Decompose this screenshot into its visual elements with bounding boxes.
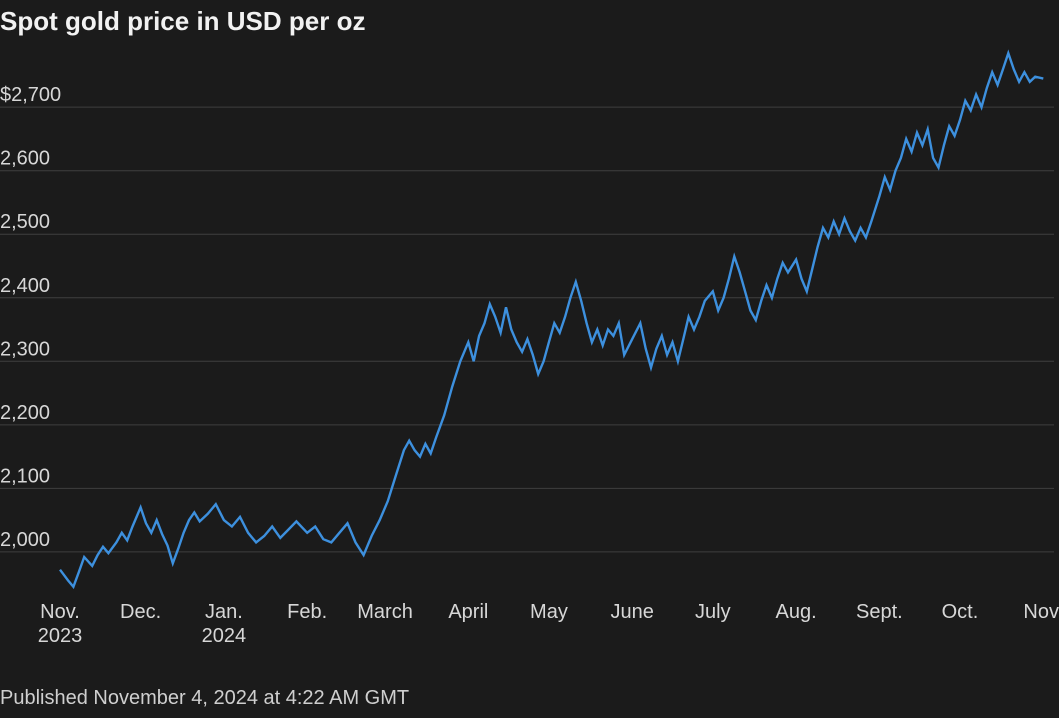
y-axis-label: 2,600	[0, 148, 50, 170]
x-axis-label: March	[357, 601, 413, 623]
chart-title: Spot gold price in USD per oz	[0, 0, 1059, 37]
y-axis-label: 2,100	[0, 465, 50, 487]
x-axis-label: Aug.	[776, 601, 817, 623]
published-timestamp: Published November 4, 2024 at 4:22 AM GM…	[0, 687, 409, 710]
x-axis-label: Feb.	[287, 601, 327, 623]
x-axis-label: June	[611, 601, 654, 623]
y-axis-label: 2,400	[0, 275, 50, 297]
y-axis-label: $2,700	[0, 84, 61, 106]
x-axis-sublabel: 2024	[202, 625, 247, 647]
line-chart: 2,000 2,100 2,200 2,300 2,400 2,500 2,600 $2,70…	[0, 40, 1059, 650]
chart-area: 2,000 2,100 2,200 2,300 2,400 2,500 2,600 $2,70…	[0, 40, 1059, 650]
x-axis-label: Nov.	[1023, 601, 1059, 623]
x-axis-label: May	[530, 601, 568, 623]
y-axis-label: 2,300	[0, 338, 50, 360]
y-axis-label: 2,000	[0, 529, 50, 551]
x-axis-label: Jan.	[205, 601, 243, 623]
x-axis-label: April	[448, 601, 488, 623]
x-axis-label: Sept.	[856, 601, 903, 623]
y-axis-label: 2,500	[0, 211, 50, 233]
x-axis-label: Dec.	[120, 601, 161, 623]
price-line	[60, 53, 1043, 587]
x-axis-label: Nov.	[40, 601, 80, 623]
y-axis-label: 2,200	[0, 402, 50, 424]
x-axis-label: Oct.	[942, 601, 979, 623]
x-axis-sublabel: 2023	[38, 625, 83, 647]
x-axis-label: July	[695, 601, 731, 623]
